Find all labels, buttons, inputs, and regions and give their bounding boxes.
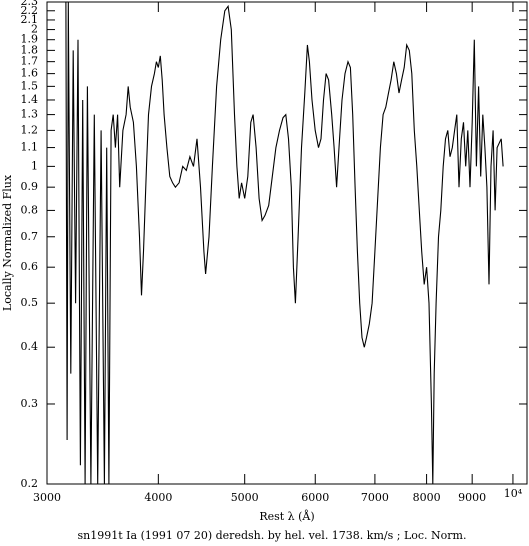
y-tick-label: 0.8 [21,203,39,216]
x-tick-label: 4000 [144,491,172,504]
x-tick-label: 5000 [231,491,259,504]
y-tick-label: 1.8 [21,43,39,56]
x-axis-label: Rest λ (Å) [259,509,314,523]
x-tick-label: 7000 [361,491,389,504]
y-tick-label: 1 [31,159,38,172]
y-tick-label: 1.2 [21,123,39,136]
y-tick-label: 2.3 [21,0,39,8]
y-tick-label: 2 [31,23,38,36]
y-tick-label: 0.5 [21,296,39,309]
y-tick-label: 1.6 [21,67,39,80]
plot-frame [46,1,528,485]
y-tick-label: 1.1 [21,141,39,154]
y-tick-label: 1.3 [21,108,39,121]
x-tick-label: 9000 [458,491,486,504]
y-tick-label: 1.9 [21,33,39,46]
x-tick-label: 3000 [33,491,61,504]
y-axis-label: Locally Normalized Flux [1,174,14,311]
y-tick-label: 1.5 [21,79,39,92]
x-tick-label: 6000 [301,491,329,504]
y-tick-label: 0.4 [21,340,39,353]
y-tick-label: 1.7 [21,55,39,68]
y-tick-label: 2.1 [21,13,39,26]
x-tick-label: 8000 [413,491,441,504]
y-tick-label: 1.4 [21,93,39,106]
spectrum-line [65,1,504,485]
caption: sn1991t Ia (1991 07 20) deredsh. by hel.… [78,529,467,542]
x-tick-label: 10⁴ [504,487,523,500]
y-tick-label: 0.9 [21,180,39,193]
y-tick-label: 0.7 [21,230,39,243]
y-tick-label: 0.6 [21,260,39,273]
y-tick-label: 0.3 [21,397,39,410]
y-tick-label: 2.2 [21,4,39,17]
y-tick-label: 0.2 [21,477,39,490]
